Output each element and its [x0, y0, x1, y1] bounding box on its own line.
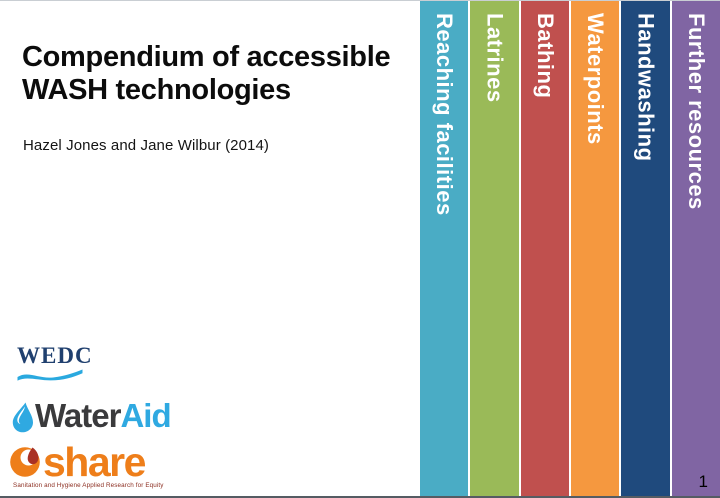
tab-label: Bathing: [532, 13, 558, 99]
wateraid-wordmark: WaterAid: [35, 397, 172, 434]
tab-waterpoints[interactable]: Waterpoints: [570, 1, 620, 496]
wateraid-droplet-icon: [12, 402, 34, 433]
tab-reaching-facilities[interactable]: Reaching facilities: [420, 1, 469, 496]
page-number: 1: [698, 472, 708, 491]
tab-bathing[interactable]: Bathing: [520, 1, 569, 496]
wedc-wordmark: WEDC: [17, 343, 93, 368]
share-tagline: Sanitation and Hygiene Applied Research …: [13, 481, 164, 489]
share-mark-icon: [10, 447, 40, 477]
tab-label: Latrines: [482, 13, 508, 103]
tab-handwashing[interactable]: Handwashing: [621, 1, 670, 496]
wateraid-word-water: Water: [35, 397, 121, 434]
share-logo: share Sanitation and Hygiene Applied Res…: [10, 439, 164, 489]
subtitle-authors: Hazel Jones and Jane Wilbur (2014): [23, 137, 270, 154]
tab-strip: Reaching facilities Latrines Bathing Wat…: [420, 1, 720, 496]
tab-latrines[interactable]: Latrines: [470, 1, 519, 496]
wedc-logo: WEDC: [17, 343, 93, 381]
share-wordmark: share: [43, 439, 146, 485]
page-title: Compendium of accessible WASH technologi…: [22, 41, 391, 106]
wateraid-logo: WaterAid: [12, 397, 172, 434]
tab-label: Reaching facilities: [432, 13, 458, 216]
tab-label: Further resources: [683, 13, 709, 210]
tab-label: Waterpoints: [583, 13, 609, 145]
tab-label: Handwashing: [633, 13, 659, 162]
wateraid-word-aid: Aid: [120, 397, 171, 434]
tab-further-resources[interactable]: Further resources: [671, 1, 720, 496]
wedc-wave-icon: [17, 369, 83, 381]
